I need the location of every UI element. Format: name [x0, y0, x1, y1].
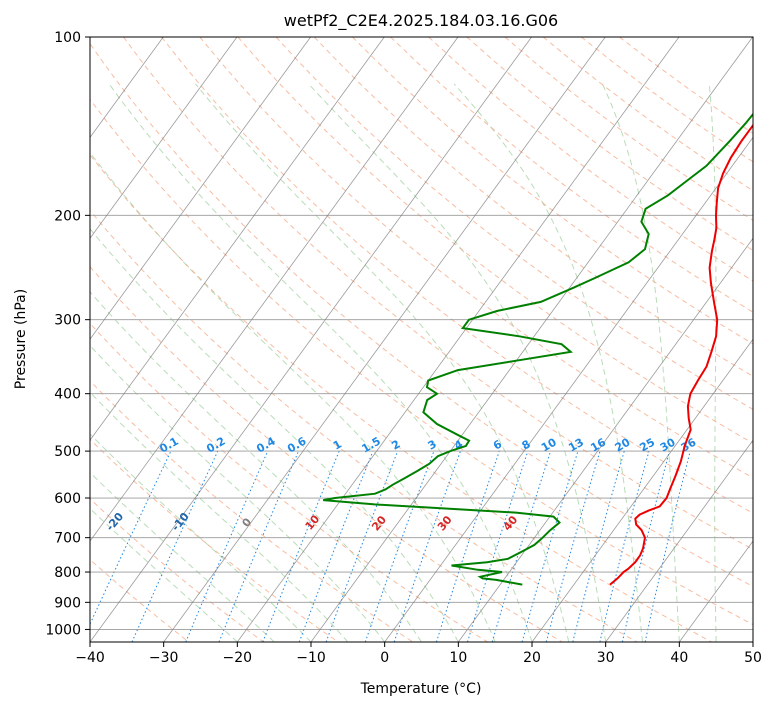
moist-adiabat-line	[602, 83, 680, 642]
dewpoint-trace	[323, 112, 753, 586]
dry-adiabat-line	[90, 380, 414, 642]
moist-adiabat-line	[108, 83, 533, 642]
moist-adiabat-line	[308, 83, 607, 642]
x-tick-label: −10	[296, 650, 326, 666]
isotherm-line	[605, 439, 753, 642]
y-tick-label: 900	[54, 595, 81, 611]
isotherm-line	[236, 37, 680, 642]
mixing-ratio-line	[467, 450, 529, 642]
chart-title: wetPf2_C2E4.2025.184.03.16.G06	[284, 11, 558, 31]
moist-adiabat-line	[90, 471, 275, 642]
x-tick-label: 40	[670, 650, 688, 666]
x-tick-label: 0	[380, 650, 389, 666]
dry-adiabat-line	[313, 37, 753, 377]
y-tick-label: 800	[54, 565, 81, 581]
x-tick-label: 30	[597, 650, 615, 666]
dry-adiabats	[90, 37, 753, 642]
sounding-traces	[323, 112, 753, 586]
x-tick-label: −40	[75, 650, 105, 666]
plot-frame	[89, 36, 754, 643]
mixing-ratio-line	[262, 450, 340, 642]
y-tick-label: 1000	[45, 622, 81, 638]
mixing-ratio-line	[298, 450, 374, 642]
dry-adiabat-line	[90, 322, 488, 642]
x-axis-label: Temperature (°C)	[360, 681, 482, 697]
temperature-trace	[609, 123, 753, 586]
isotherm-line	[90, 37, 311, 340]
moist-adiabat-line	[90, 291, 422, 642]
y-tick-label: 700	[54, 531, 81, 547]
y-tick-label: 600	[54, 491, 81, 507]
isotherm-line	[457, 237, 753, 642]
moist-adiabat-line	[90, 433, 312, 642]
x-tick-label: 10	[449, 650, 467, 666]
x-tick-label: −30	[149, 650, 179, 666]
x-tick-label: 50	[744, 650, 762, 666]
y-axis-label: Pressure (hPa)	[13, 289, 29, 389]
moist-adiabats	[90, 83, 717, 642]
dry-adiabat-line	[90, 42, 753, 588]
moist-adiabat-line	[90, 507, 238, 642]
mixing-ratio-line	[572, 450, 625, 642]
y-tick-label: 400	[54, 387, 81, 403]
dry-adiabat-line	[237, 37, 753, 444]
mixing-ratio-line	[521, 450, 579, 642]
moist-adiabat-line	[90, 228, 459, 642]
moist-adiabat-line	[453, 83, 643, 642]
dry-adiabat-line	[90, 98, 753, 626]
mixing-ratio-line	[621, 450, 670, 642]
moist-adiabat-line	[195, 83, 570, 642]
mixing-ratio-line	[435, 450, 500, 642]
mixing-ratio-line	[218, 450, 299, 642]
y-tick-label: 300	[54, 313, 81, 329]
dry-adiabat-line	[161, 37, 753, 514]
skewed-isotherms	[90, 37, 753, 642]
background-lines	[90, 37, 753, 642]
mixing-ratio-lines	[90, 450, 691, 642]
x-axis: −40 −30 −20 −10 0 10 20 30 40 50	[75, 642, 762, 666]
mixing-ratio-line	[131, 450, 219, 642]
dry-adiabat-line	[90, 438, 339, 642]
dry-adiabat-line	[275, 37, 753, 411]
x-tick-label: 20	[523, 650, 541, 666]
mixing-ratio-line	[599, 450, 650, 642]
y-tick-label: 500	[54, 444, 81, 460]
dry-adiabat-line	[199, 37, 753, 479]
isotherm-line	[90, 37, 238, 240]
dry-adiabat-line	[352, 37, 753, 345]
moist-adiabat-line	[90, 344, 386, 642]
dry-adiabat-line	[90, 558, 190, 642]
y-axis: 100 200 300 400 500 600 700 800 900 1000	[45, 30, 90, 638]
mixing-ratio-line	[185, 450, 269, 642]
y-tick-label: 200	[54, 208, 81, 224]
isotherm-line	[163, 37, 606, 642]
x-tick-label: −20	[223, 650, 253, 666]
dry-adiabat-line	[390, 37, 753, 313]
dry-adiabat-line	[90, 209, 638, 642]
y-tick-label: 100	[54, 30, 81, 46]
mixing-ratio-line	[364, 450, 435, 642]
mixing-ratio-line	[325, 450, 399, 642]
isotherm-line	[90, 37, 459, 542]
dry-adiabat-line	[90, 265, 563, 642]
isotherm-line	[90, 37, 532, 642]
isotherm-line	[90, 37, 385, 441]
mixing-ratio-line	[545, 450, 601, 642]
moist-adiabat-line	[90, 151, 496, 642]
